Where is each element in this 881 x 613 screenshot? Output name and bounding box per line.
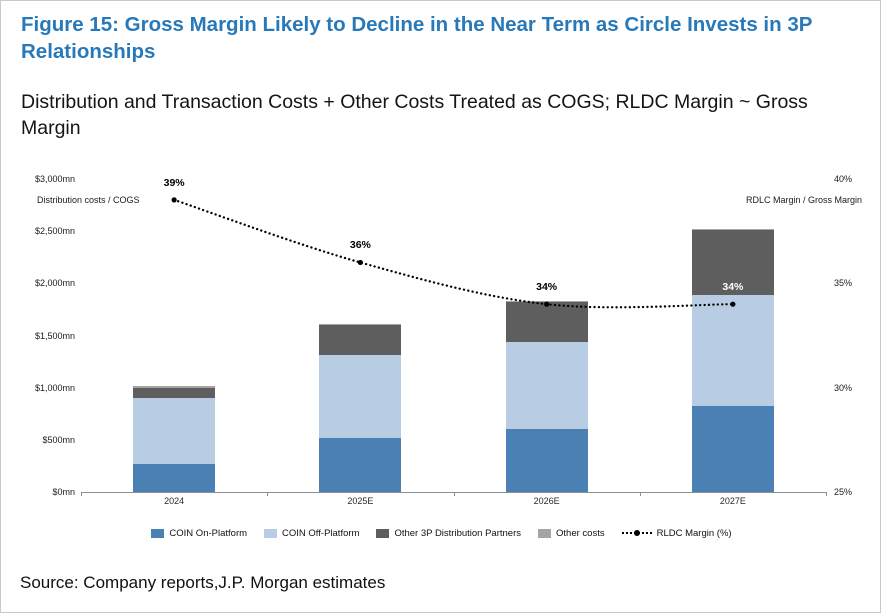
bar-segment: [133, 386, 216, 388]
rldc-margin-line: [171, 197, 736, 309]
x-axis-tick-mark: [81, 492, 82, 496]
bar-segment: [691, 406, 774, 492]
figure-subtitle: Distribution and Transaction Costs + Oth…: [21, 91, 808, 140]
x-axis-tick-mark: [267, 492, 269, 496]
left-axis-tick-label: $2,500mn: [34, 226, 75, 237]
bar-segment: [133, 398, 216, 464]
right-axis-tick-label: 25%: [834, 487, 853, 497]
category-label: 2024: [164, 496, 185, 506]
left-axis-tick-label: $1,500mn: [34, 330, 75, 341]
x-axis-tick-mark: [639, 492, 641, 496]
legend-swatch: [264, 529, 278, 538]
left-axis-tick-label: $1,000mn: [34, 382, 75, 393]
x-axis-tick-mark: [453, 492, 455, 496]
bar-segment: [319, 355, 402, 438]
figure-title: Figure 15: Gross Margin Likely to Declin…: [21, 13, 813, 64]
bar-segment: [691, 294, 774, 407]
legend-line-marker: [633, 530, 640, 536]
category-label: 2027E: [719, 496, 746, 506]
legend-swatch: [538, 529, 552, 538]
legend-label: Other 3P Distribution Partners: [394, 528, 522, 539]
line-data-label: 36%: [349, 239, 371, 252]
chart-legend: COIN On-Platform COIN Off-Platform Other 3…: [1, 528, 880, 539]
bar-segment: [505, 341, 588, 430]
right-axis-tick-label: 40%: [834, 174, 853, 184]
legend-label: COIN On-Platform: [169, 528, 248, 539]
plot-area: 39% 36% 34% 34%: [81, 176, 827, 496]
left-axis-tick-label: $3,000mn: [34, 174, 75, 184]
bar-segment: [691, 228, 774, 231]
bar-segment: [133, 387, 216, 399]
chart-area: Distribution costs / COGS RDLC Margin / …: [1, 166, 880, 566]
legend-swatch: [151, 529, 165, 538]
bar-segment: [505, 302, 588, 342]
legend-item: COIN Off-Platform: [264, 528, 359, 539]
legend-item: RLDC Margin (%): [621, 528, 732, 539]
bar-segment: [505, 429, 588, 492]
bar-segment: [319, 323, 402, 326]
x-axis-tick-mark: [826, 492, 827, 496]
left-axis-title: Distribution costs / COGS: [37, 195, 140, 205]
legend-dotted-line-swatch: [621, 529, 652, 538]
legend-item: Other 3P Distribution Partners: [376, 528, 521, 539]
bar-segment: [133, 463, 216, 492]
legend-label: Other costs: [556, 528, 605, 539]
bar-segment: [319, 437, 402, 492]
legend-item: COIN On-Platform: [151, 528, 247, 539]
left-axis-tick-label: $500mn: [42, 434, 75, 445]
bar-segment: [691, 230, 774, 295]
legend-item: Other costs: [538, 528, 605, 539]
right-axis-tick-label: 30%: [834, 382, 853, 393]
left-axis-tick-label: $0mn: [52, 487, 75, 497]
source-note: Source: Company reports,J.P. Morgan esti…: [20, 573, 386, 592]
right-axis-title: RDLC Margin / Gross Margin: [745, 195, 862, 205]
left-axis-tick-label: $2,000mn: [34, 278, 75, 289]
line-data-label: 39%: [163, 176, 185, 189]
legend-label: COIN Off-Platform: [282, 528, 360, 539]
line-data-label: 34%: [722, 281, 744, 294]
bar-segment: [319, 325, 402, 356]
right-axis-tick-label: 35%: [834, 278, 853, 289]
legend-label: RLDC Margin (%): [656, 528, 732, 539]
legend-swatch: [376, 529, 390, 538]
category-label: 2025E: [347, 496, 374, 506]
bar-segment: [505, 300, 588, 303]
line-data-label: 34%: [536, 281, 558, 294]
category-label: 2026E: [533, 496, 560, 506]
